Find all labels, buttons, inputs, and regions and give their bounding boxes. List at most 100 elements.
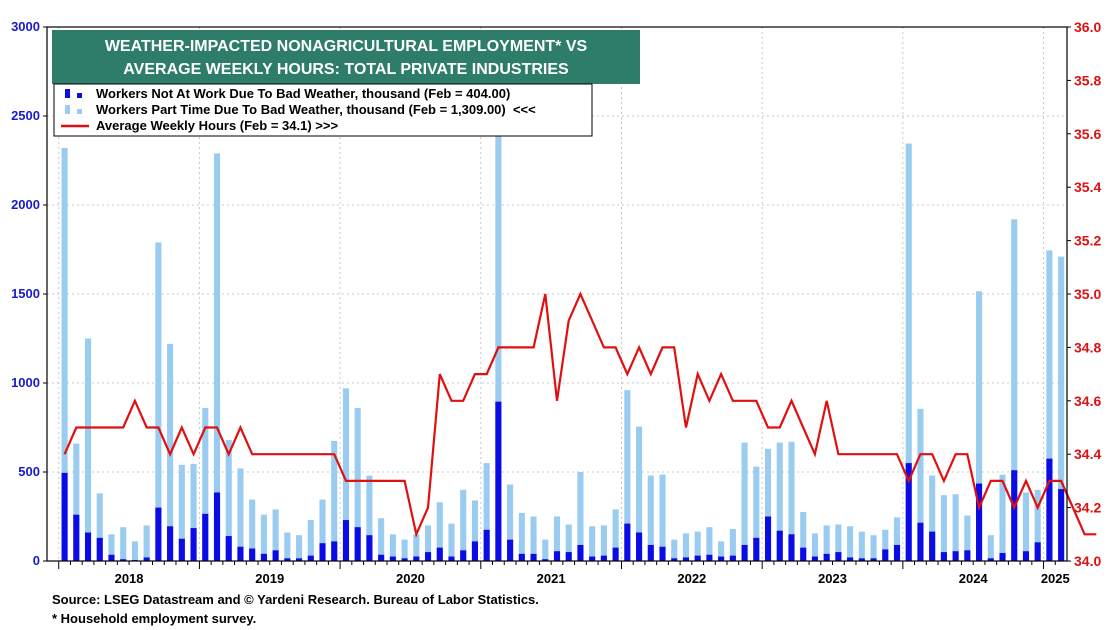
- bar-not-at-work: [389, 556, 396, 561]
- right-tick-label: 35.4: [1074, 179, 1101, 195]
- bar-not-at-work: [882, 549, 889, 561]
- bar-not-at-work: [225, 536, 232, 561]
- bar-part-time: [788, 441, 795, 561]
- bar-not-at-work: [518, 553, 525, 561]
- right-tick-label: 34.0: [1074, 553, 1101, 569]
- bar-not-at-work: [61, 472, 68, 561]
- title-box: WEATHER-IMPACTED NONAGRICULTURAL EMPLOYM…: [52, 30, 640, 84]
- bar-not-at-work: [73, 514, 80, 561]
- bar-part-time: [753, 466, 760, 561]
- bar-not-at-work: [155, 507, 162, 561]
- bar-part-time: [448, 523, 455, 561]
- bar-not-at-work: [378, 554, 385, 561]
- bar-not-at-work: [694, 555, 701, 561]
- bar-not-at-work: [999, 552, 1006, 561]
- bar-part-time: [999, 474, 1006, 561]
- bar-part-time: [213, 153, 221, 561]
- bar-not-at-work: [354, 527, 361, 561]
- bar-not-at-work: [870, 558, 877, 561]
- bar-not-at-work: [483, 529, 490, 561]
- legend-label-hours: Average Weekly Hours (Feb = 34.1) >>>: [96, 118, 338, 133]
- bar-not-at-work: [612, 547, 619, 561]
- bar-part-time: [73, 443, 80, 561]
- bar-part-time: [378, 518, 385, 561]
- bar-not-at-work: [940, 552, 947, 561]
- x-year-label: 2020: [396, 571, 425, 586]
- bar-part-time: [507, 484, 514, 561]
- bar-not-at-work: [952, 551, 959, 561]
- bar-not-at-work: [307, 555, 314, 561]
- bar-not-at-work: [272, 550, 279, 561]
- bar-part-time: [237, 468, 244, 561]
- bar-not-at-work: [1022, 551, 1030, 561]
- bar-not-at-work: [624, 523, 631, 561]
- bar-part-time: [1011, 219, 1018, 562]
- bar-not-at-work: [835, 552, 842, 561]
- bar-not-at-work: [108, 554, 115, 561]
- bar-not-at-work: [682, 557, 690, 561]
- bar-part-time: [624, 390, 631, 561]
- bar-part-time: [260, 514, 267, 561]
- bar-part-time: [800, 512, 807, 561]
- bar-not-at-work: [296, 558, 303, 561]
- bar-not-at-work: [823, 553, 830, 561]
- left-tick-label: 0: [33, 553, 40, 568]
- bar-part-time: [307, 520, 314, 561]
- bar-not-at-work: [143, 557, 150, 561]
- bar-not-at-work: [424, 552, 432, 561]
- bar-part-time: [84, 338, 92, 561]
- bar-part-time: [143, 525, 150, 561]
- bar-part-time: [202, 407, 209, 561]
- bar-not-at-work: [659, 546, 666, 561]
- bar-not-at-work: [202, 513, 209, 561]
- bar-part-time: [401, 539, 408, 561]
- bar-not-at-work: [905, 463, 912, 561]
- bar-part-time: [319, 499, 326, 561]
- bar-not-at-work: [987, 558, 994, 561]
- source-note: Source: LSEG Datastream and © Yardeni Re…: [52, 592, 539, 607]
- x-year-label: 2025: [1041, 571, 1070, 586]
- x-year-label: 2021: [537, 571, 566, 586]
- left-tick-label: 2500: [11, 108, 40, 123]
- bar-part-time: [413, 534, 420, 561]
- left-tick-label: 1500: [11, 286, 40, 301]
- bar-part-time: [764, 448, 772, 561]
- bar-not-at-work: [976, 483, 983, 561]
- x-year-label: 2019: [255, 571, 284, 586]
- bar-part-time: [706, 527, 713, 561]
- bar-not-at-work: [671, 558, 678, 561]
- bar-not-at-work: [96, 537, 103, 561]
- bar-not-at-work: [565, 552, 572, 561]
- bar-part-time: [108, 534, 115, 561]
- bar-part-time: [882, 529, 889, 561]
- bar-part-time: [249, 499, 256, 561]
- bar-not-at-work: [600, 555, 607, 561]
- bar-part-time: [835, 524, 842, 561]
- hours-line-path: [63, 291, 1097, 538]
- bar-part-time: [612, 509, 619, 561]
- bar-not-at-work: [413, 556, 420, 561]
- bar-part-time: [823, 525, 830, 561]
- bar-part-time: [776, 442, 783, 561]
- bar-not-at-work: [729, 555, 736, 561]
- bar-part-time: [342, 388, 350, 561]
- bar-part-time: [553, 516, 561, 561]
- bar-not-at-work: [178, 538, 185, 561]
- bar-part-time: [530, 516, 537, 561]
- left-tick-label: 1000: [11, 375, 40, 390]
- x-axis: 2018 2019 2020 2021 2022 2023 2024 2025: [58, 561, 1070, 586]
- bar-not-at-work: [1034, 542, 1041, 561]
- bar-part-time: [1022, 492, 1030, 561]
- right-tick-label: 34.2: [1074, 500, 1101, 516]
- bar-not-at-work: [249, 548, 256, 561]
- bar-not-at-work: [718, 556, 725, 561]
- bar-not-at-work: [811, 556, 818, 561]
- bar-not-at-work: [800, 547, 807, 561]
- bar-part-time: [741, 442, 748, 561]
- right-tick-label: 35.0: [1074, 286, 1101, 302]
- bar-part-time: [542, 539, 549, 561]
- bar-not-at-work: [507, 539, 514, 561]
- left-tick-label: 3000: [11, 19, 40, 34]
- bar-part-time: [366, 475, 373, 561]
- bar-part-time: [96, 493, 103, 561]
